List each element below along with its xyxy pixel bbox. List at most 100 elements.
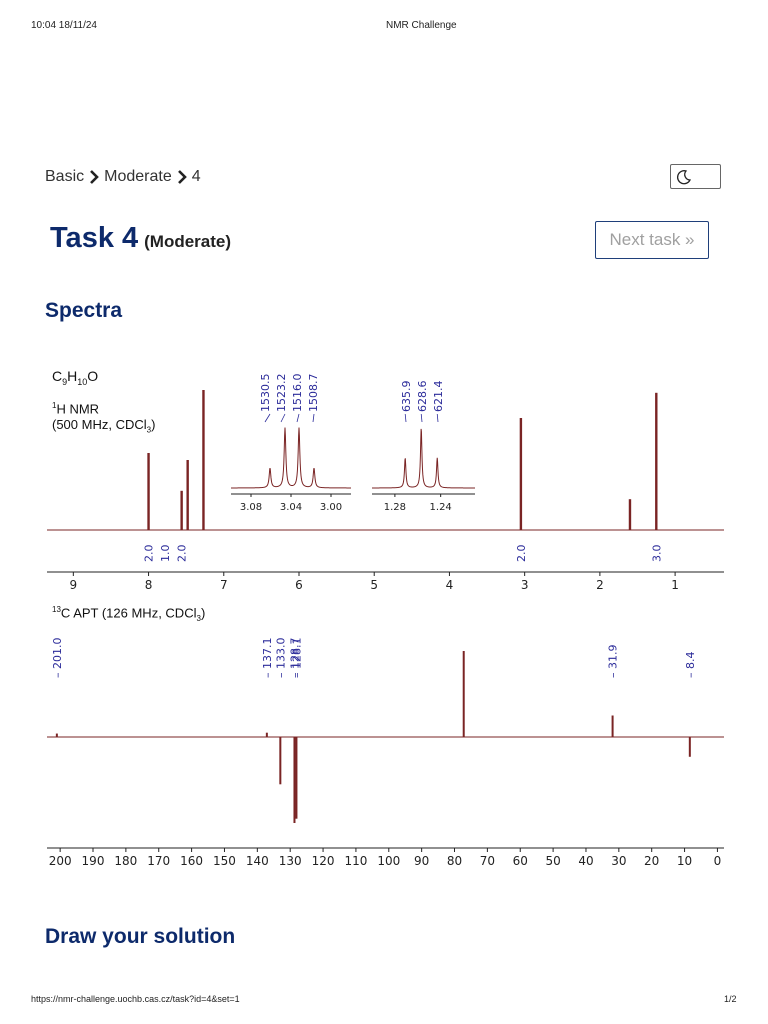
c-axis-tick-label: 20 [644, 854, 659, 868]
h-inset-right-tick-label: 1.24 [430, 502, 452, 513]
h-inset-left-peak-label: 1508.7 [307, 374, 320, 413]
h-integral-label: 2.0 [515, 545, 528, 563]
c-axis-tick-label: 90 [414, 854, 429, 868]
c-axis-tick-label: 150 [213, 854, 236, 868]
task-difficulty: (Moderate) [144, 232, 232, 251]
footer-page-number: 1/2 [724, 994, 737, 1004]
c-apt-label: 13C APT (126 MHz, CDCl3) [52, 605, 206, 623]
h-axis-tick-label: 9 [70, 578, 78, 592]
breadcrumb-item-moderate[interactable]: Moderate [104, 168, 172, 185]
h-inset-left-label-leader [296, 413, 300, 423]
h-inset-left-label-leader [312, 413, 315, 423]
h-axis-tick-label: 2 [596, 578, 604, 592]
h-peak [180, 490, 183, 530]
h-inset-left-tick-label: 3.00 [320, 502, 342, 513]
h-axis-tick-label: 8 [145, 578, 153, 592]
h-inset-right-peak-label: 628.6 [416, 381, 429, 413]
h-inset-left-tick-label: 3.08 [240, 502, 262, 513]
molecular-formula: C9H10O [52, 368, 99, 387]
draw-solution-heading: Draw your solution [45, 925, 236, 948]
h-inset-left-trace [231, 427, 351, 489]
h-inset-right-tick-label: 1.28 [384, 502, 406, 513]
h-inset-left-label-leader [264, 413, 271, 423]
h-inset-right-label-leader [436, 413, 439, 423]
c-axis-tick-label: 70 [480, 854, 495, 868]
c-peak [55, 733, 58, 737]
c-peak [293, 737, 296, 823]
h-peak [628, 499, 632, 530]
footer-url: https://nmr-challenge.uochb.cas.cz/task?… [31, 994, 240, 1004]
c-peak-label: – 133.0 [274, 638, 287, 679]
h-inset-left-peak-label: 1523.2 [275, 374, 288, 413]
c-axis-tick-label: 80 [447, 854, 462, 868]
c-peak [611, 715, 614, 737]
c-axis-tick-label: 60 [513, 854, 528, 868]
moon-icon [677, 169, 692, 184]
c-axis-tick-label: 30 [611, 854, 626, 868]
h-axis-tick-label: 6 [295, 578, 303, 592]
h-inset-right-trace [372, 428, 475, 489]
c-peak [279, 737, 282, 785]
c-axis-tick-label: 110 [344, 854, 367, 868]
print-page-title: NMR Challenge [386, 20, 457, 31]
h-axis-tick-label: 4 [446, 578, 454, 592]
h-integral-label: 1.0 [159, 545, 172, 563]
c-peak-label: – 201.0 [51, 638, 64, 679]
breadcrumb: Basic Moderate 4 [45, 168, 201, 186]
h-axis-tick-label: 7 [220, 578, 228, 592]
c-axis-tick-label: 180 [114, 854, 137, 868]
h-inset-right-peak-label: 621.4 [432, 381, 445, 413]
h-inset-right-label-leader [420, 413, 423, 423]
h-nmr-label: 1H NMR (500 MHz, CDCl3) [52, 401, 156, 435]
c-peak [462, 651, 465, 737]
h-nmr-spectrum: 2.0 1.0 2.0 2.0 3.09 8 7 6 5 4 3 2 1 3.08 3.04 3.00153… [47, 374, 724, 592]
h-peak [655, 392, 658, 530]
h-peak [186, 460, 189, 530]
c-peak-label: – 8.4 [684, 652, 697, 679]
task-title: Task 4 [50, 222, 139, 254]
h-inset-right-label-leader [404, 413, 407, 423]
chevron-right-icon [177, 170, 187, 184]
theme-toggle-button[interactable] [670, 164, 721, 189]
c-axis-tick-label: 0 [714, 854, 722, 868]
c-axis-tick-label: 120 [312, 854, 335, 868]
c-peak-label: – 137.1 [261, 638, 274, 679]
c-axis-tick-label: 50 [545, 854, 560, 868]
c-axis-tick-label: 100 [377, 854, 400, 868]
c-axis-tick-label: 160 [180, 854, 203, 868]
c-axis-tick-label: 170 [147, 854, 170, 868]
h-inset-right-peak-label: 635.9 [400, 381, 413, 413]
c-axis-tick-label: 190 [82, 854, 105, 868]
next-task-button[interactable]: Next task » [595, 221, 709, 259]
h-integral-label: 2.0 [176, 545, 189, 563]
h-axis-tick-label: 1 [671, 578, 679, 592]
c-axis-tick-label: 140 [246, 854, 269, 868]
c-axis-tick-label: 10 [677, 854, 692, 868]
page-title: Task 4 (Moderate) [50, 222, 231, 255]
c-peak [295, 737, 298, 819]
c-peak [688, 737, 691, 757]
c-axis-tick-label: 200 [49, 854, 72, 868]
h-axis-tick-label: 3 [521, 578, 529, 592]
h-axis-tick-label: 5 [370, 578, 378, 592]
h-peak [202, 390, 205, 530]
breadcrumb-item-current: 4 [191, 168, 201, 185]
h-peak [147, 453, 150, 530]
h-integral-label: 2.0 [143, 545, 156, 563]
c-peak-label: – 31.9 [607, 645, 620, 679]
chevron-right-icon [90, 170, 99, 184]
c-apt-spectrum: – 201.0 – 137.1– 133.0– 128.7– 128.1 – 31.… [47, 638, 724, 868]
c-peak-label: – 128.7 [288, 638, 301, 679]
c-axis-tick-label: 130 [279, 854, 302, 868]
h-inset-left-peak-label: 1516.0 [291, 374, 304, 413]
breadcrumb-item-basic[interactable]: Basic [45, 168, 85, 185]
c-axis-tick-label: 40 [578, 854, 593, 868]
h-inset-left-label-leader [280, 413, 286, 423]
c-peak-label: – 128.1 [290, 638, 303, 679]
h-inset-left-tick-label: 3.04 [280, 502, 302, 513]
h-inset-left-peak-label: 1530.5 [259, 374, 272, 413]
spectra-heading: Spectra [45, 299, 123, 322]
h-integral-label: 3.0 [650, 545, 663, 563]
h-peak [519, 418, 523, 530]
print-datetime: 10:04 18/11/24 [31, 20, 97, 31]
